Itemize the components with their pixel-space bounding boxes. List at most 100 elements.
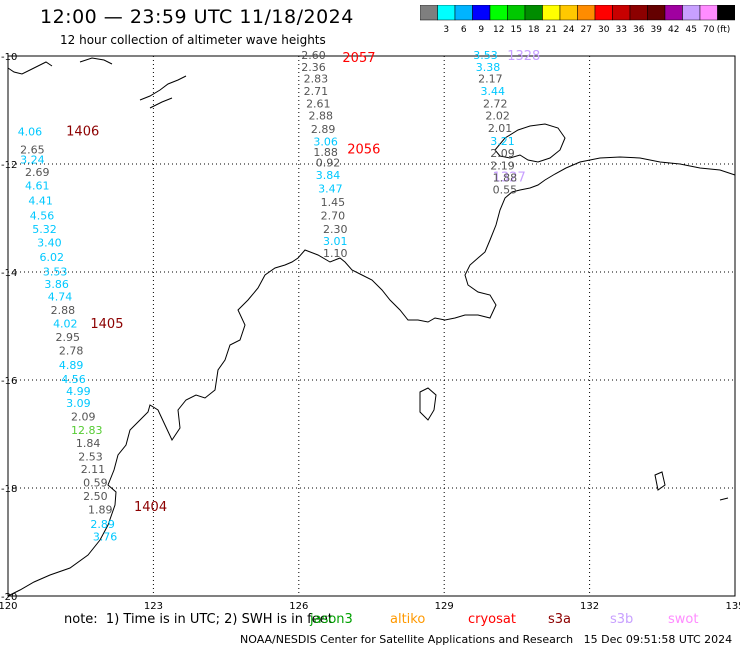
scale-label: 18	[528, 25, 540, 35]
scale-label: 36	[633, 25, 645, 35]
wave-height-label: 4.06	[18, 126, 43, 139]
wave-height-label: 4.61	[25, 180, 50, 193]
wave-height-label: 2.88	[51, 304, 76, 317]
coastline	[7, 57, 736, 597]
footer: NOAA/NESDIS Center for Satellite Applica…	[240, 633, 732, 646]
track-label: 1405	[90, 317, 123, 332]
track-label: 2057	[342, 51, 375, 66]
scale-swatch	[717, 5, 735, 21]
wave-height-label: 2.09	[490, 147, 515, 160]
wave-height-label: 3.76	[93, 531, 118, 544]
lon-tick-label: 129	[435, 601, 454, 612]
wave-height-label: 3.44	[481, 85, 506, 98]
track-label: 1404	[134, 500, 167, 515]
scale-unit: (ft)	[717, 25, 731, 35]
footer-timestamp: 15 Dec 09:51:58 UTC 2024	[583, 633, 733, 646]
wave-height-label: 2.88	[308, 109, 333, 122]
wave-height-label: 4.99	[66, 385, 91, 398]
kimberley-coastline	[7, 156, 736, 597]
wave-height-label: 4.02	[53, 317, 78, 330]
track-labels: 1406 1405 1404 2057 2056 1328 1327	[66, 49, 540, 515]
wave-height-label: 2.60	[301, 49, 326, 62]
track-label: 1406	[66, 125, 99, 140]
scale-label: 3	[443, 25, 449, 35]
wave-height-label: 3.47	[318, 182, 343, 195]
bonaparte-islands	[419, 387, 729, 501]
color-scale: 3 6 9 12 15 18 21 24 27 30 33 36 39 42 45 70 (ft)	[420, 5, 735, 35]
wave-height-label: 2.95	[55, 331, 79, 344]
wave-height-label: 3.21	[490, 135, 515, 148]
wave-height-label: 5.32	[32, 223, 57, 236]
wave-height-label: 4.56	[61, 373, 86, 386]
scale-label: 12	[493, 25, 504, 35]
wave-height-label: 4.74	[48, 290, 73, 303]
wave-height-label: 4.56	[30, 209, 54, 222]
wave-height-label: 2.89	[90, 518, 115, 531]
wave-height-label: 0.59	[83, 477, 108, 490]
wave-height-label: 2.09	[71, 411, 96, 424]
wave-height-label: 3.53	[43, 265, 67, 278]
track-label: 2056	[347, 142, 380, 157]
wave-height-label: 2.69	[25, 166, 50, 179]
wave-height-label: 2.70	[321, 209, 346, 222]
lon-tick-label: 123	[144, 601, 163, 612]
scale-label: 27	[581, 25, 592, 35]
lat-tick-label: -20	[1, 592, 17, 603]
wave-height-label: 0.55	[493, 183, 517, 196]
wave-height-label: 6.02	[40, 251, 65, 264]
map-subtitle: 12 hour collection of altimeter wave hei…	[60, 33, 326, 47]
wave-height-label: 2.89	[311, 123, 336, 136]
wave-height-label: 2.17	[478, 73, 503, 86]
wave-height-labels: 4.062.653.242.694.614.414.565.323.406.02…	[18, 49, 517, 544]
wave-height-label: 1.88	[313, 146, 338, 159]
lon-tick-label: 135	[725, 601, 740, 612]
wave-height-label: 3.53	[473, 49, 498, 62]
wave-height-label: 2.02	[485, 109, 510, 122]
wave-height-label: 0.92	[316, 156, 341, 169]
note-text: note: 1) Time is in UTC; 2) SWH is in fe…	[64, 612, 333, 627]
scale-label: 21	[546, 25, 557, 35]
wave-height-label: 3.24	[20, 154, 45, 167]
wave-height-label: 3.01	[323, 235, 348, 248]
wave-height-label: 2.78	[59, 344, 84, 357]
wave-height-label: 2.83	[304, 73, 329, 86]
wave-height-label: 2.19	[490, 160, 515, 173]
wave-height-label: 12.83	[71, 424, 103, 437]
scale-label: 9	[478, 25, 484, 35]
scale-label: 70	[703, 25, 715, 35]
wave-height-label: 3.40	[37, 236, 62, 249]
scale-label: 39	[651, 25, 663, 35]
lat-tick-label: -18	[1, 484, 17, 495]
lat-tick-label: -10	[1, 52, 17, 63]
wave-height-label: 3.06	[313, 135, 338, 148]
wave-height-label: 2.50	[83, 490, 108, 503]
lon-tick-label: 132	[580, 601, 599, 612]
map-title: 12:00 — 23:59 UTC 11/18/2024	[40, 6, 354, 28]
wave-height-label: 1.10	[323, 247, 348, 260]
scale-label: 24	[563, 25, 575, 35]
scale-label: 42	[668, 25, 679, 35]
wave-height-label: 3.86	[44, 278, 69, 291]
satellite-jason3: jason3	[310, 612, 353, 627]
wave-height-label: 2.11	[81, 463, 106, 476]
axis-labels: 120 123 126 129 132 135 -10 -12 -14 -16 -18 -20	[0, 52, 740, 612]
wave-height-label: 1.88	[493, 172, 517, 185]
wave-height-label: 4.41	[28, 195, 53, 208]
wave-height-label: 3.38	[476, 61, 501, 74]
footer-credit: NOAA/NESDIS Center for Satellite Applica…	[240, 633, 574, 646]
track-label: 1327	[493, 171, 526, 186]
wave-height-label: 1.89	[88, 504, 113, 517]
wave-height-label: 4.89	[59, 359, 84, 372]
scale-label: 33	[616, 25, 627, 35]
scale-label: 45	[686, 25, 697, 35]
wave-height-label: 2.71	[304, 85, 329, 98]
wave-height-label: 2.65	[20, 143, 45, 156]
track-label: 1328	[507, 49, 540, 64]
lon-tick-label: 120	[0, 601, 18, 612]
satellite-s3b: s3b	[610, 612, 634, 627]
satellite-altiko: altiko	[390, 612, 426, 627]
wave-height-label: 2.01	[488, 122, 513, 135]
scale-label: 15	[511, 25, 522, 35]
wave-height-map: 120 123 126 129 132 135 -10 -12 -14 -16 -18 -20 140…	[0, 49, 740, 612]
satellite-swot: swot	[668, 612, 699, 627]
